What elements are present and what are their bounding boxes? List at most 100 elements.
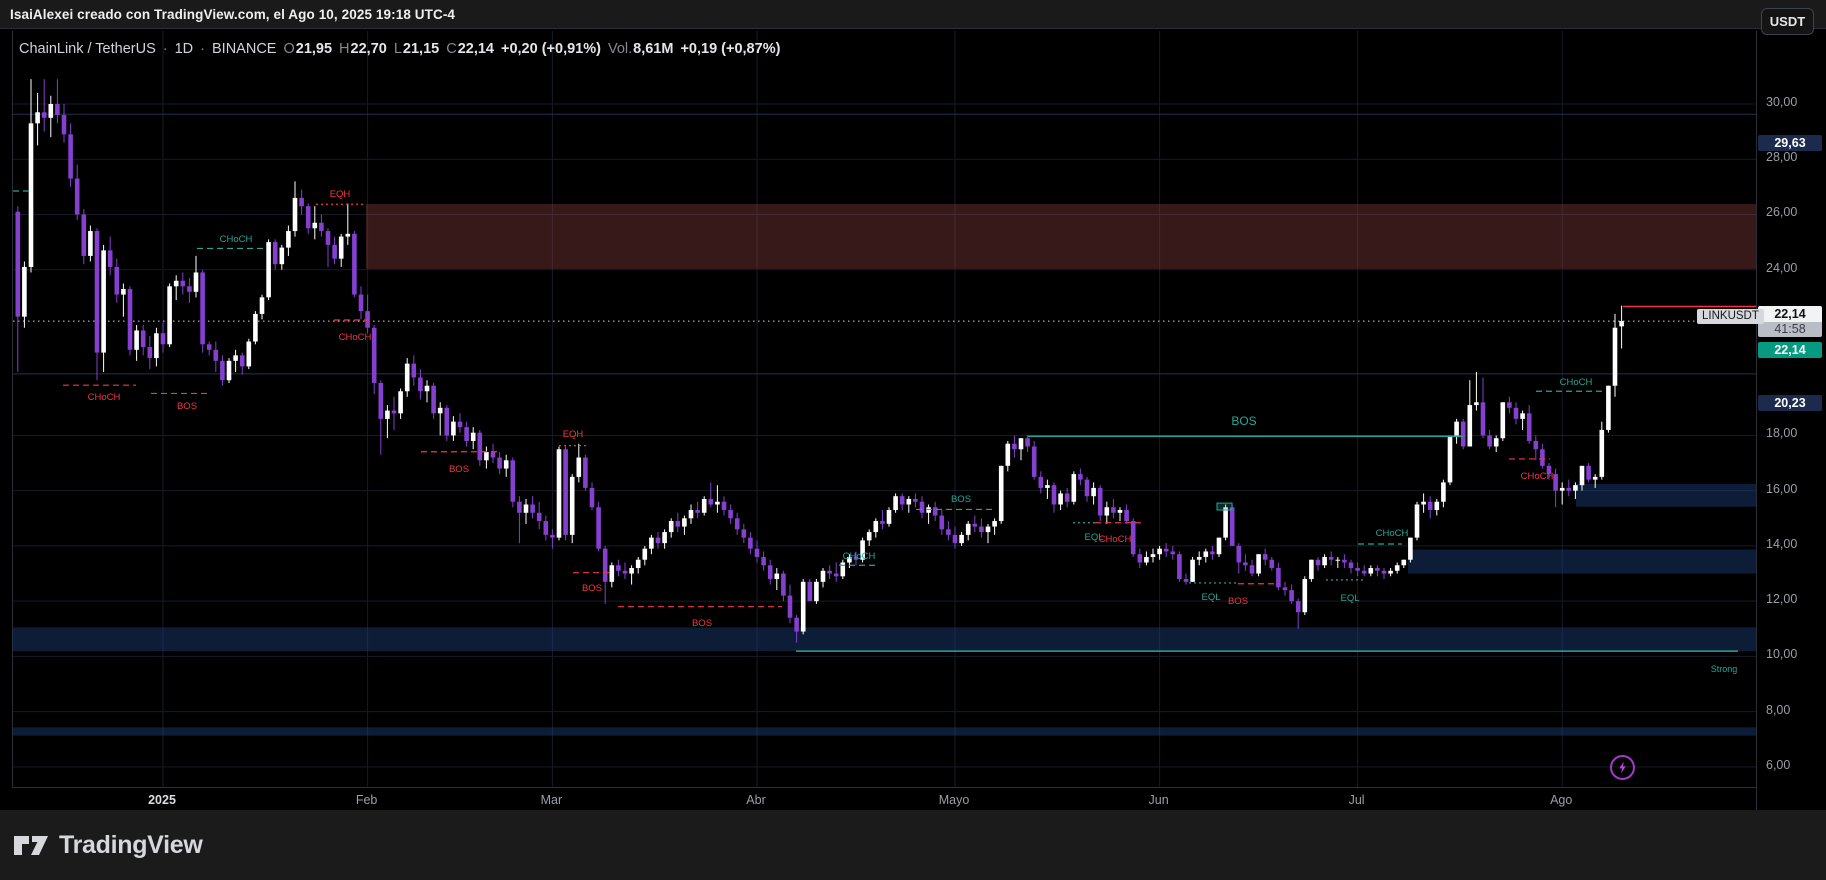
- candle-up: [233, 355, 238, 361]
- price-tick-12: 12,00: [1766, 592, 1798, 607]
- separator: ·: [200, 41, 205, 57]
- candle-up: [1203, 551, 1209, 557]
- structure-label-choch: CHoCH: [1521, 471, 1554, 482]
- candle-down: [596, 507, 601, 549]
- candle-down: [939, 515, 945, 530]
- candle-up: [682, 518, 687, 527]
- exchange: BINANCE: [212, 41, 277, 57]
- candle-down: [1130, 521, 1136, 555]
- candle-up: [193, 272, 199, 292]
- candle-up: [1520, 413, 1525, 419]
- candle-down: [767, 565, 773, 580]
- structure-label-choch: CHoCH: [1376, 528, 1409, 539]
- candle-up: [715, 501, 720, 505]
- candle-down: [1507, 402, 1512, 408]
- time-label-2025: 2025: [148, 793, 176, 807]
- candle-up: [286, 231, 291, 248]
- candle-down: [1381, 570, 1387, 574]
- candle-down: [1078, 474, 1083, 480]
- candle-up: [873, 521, 879, 533]
- currency-toggle-button[interactable]: USDT: [1761, 8, 1814, 35]
- price-change: +0,20 (+0,91%): [500, 41, 601, 57]
- candle-down: [1566, 487, 1572, 491]
- candle-down: [622, 570, 628, 574]
- candle-up: [28, 123, 34, 267]
- candle-up: [253, 313, 258, 342]
- candle-up: [484, 452, 489, 461]
- demand-zone: [13, 627, 1757, 652]
- structure-label-choch: CHoCH: [843, 551, 876, 562]
- demand-zone: [1408, 549, 1757, 574]
- candle-up: [1619, 321, 1624, 327]
- tradingview-logo-text: TradingView: [59, 830, 203, 859]
- time-axis[interactable]: 2025 Feb Mar Abr Mayo Jun Jul Ago: [12, 787, 1756, 811]
- candle-up: [965, 523, 971, 535]
- ohlc-high: H 22,70: [339, 41, 387, 57]
- volume-change: +0,19 (+0,87%): [680, 41, 781, 57]
- tradingview-logo[interactable]: TradingView: [13, 831, 203, 860]
- chart-area[interactable]: ChainLink / TetherUS · 1D · BINANCE O 21,…: [0, 28, 1826, 811]
- candle-down: [114, 266, 120, 295]
- candle-up: [48, 104, 54, 118]
- candle-down: [675, 521, 681, 527]
- candle-up: [1157, 548, 1162, 555]
- candle-up: [642, 548, 648, 560]
- candle-up: [998, 465, 1004, 522]
- candle-down: [187, 286, 192, 292]
- candle-up: [992, 521, 997, 527]
- structure-label-choch: CHoCH: [88, 392, 121, 403]
- candle-down: [477, 432, 483, 461]
- candle-down: [319, 222, 324, 232]
- candle-up: [88, 231, 93, 256]
- symbol-price-tag: LINKUSDT: [1697, 309, 1764, 324]
- candle-down: [1064, 493, 1070, 502]
- candle-up: [121, 289, 126, 295]
- candle-down: [1051, 485, 1057, 505]
- candle-up: [1467, 405, 1473, 447]
- structure-label-eql: EQL: [1201, 592, 1220, 603]
- timeframe[interactable]: 1D: [174, 41, 194, 57]
- ohlc-open: O 21,95: [283, 41, 333, 57]
- candle-down: [748, 537, 753, 549]
- price-axis[interactable]: 29,63 22,14 41:58 22,14 20,23 30,00 28,00…: [1756, 31, 1826, 811]
- candle-down: [352, 233, 357, 295]
- attribution-bar: IsaiAlexei creado con TradingView.com, e…: [0, 0, 1826, 28]
- time-label-abr: Abr: [746, 793, 766, 807]
- symbol-name[interactable]: ChainLink / TetherUS: [19, 41, 156, 57]
- candle-up: [847, 556, 852, 563]
- lightning-icon[interactable]: [1610, 755, 1635, 780]
- candle-down: [1025, 438, 1030, 447]
- candle-down: [543, 521, 549, 535]
- candle-down: [1262, 554, 1268, 560]
- candle-down: [371, 327, 377, 383]
- candle-down: [761, 556, 766, 566]
- candle-down: [444, 407, 450, 436]
- candle-up: [1196, 556, 1202, 560]
- price-tick-16: 16,00: [1766, 481, 1798, 496]
- candle-down: [107, 250, 113, 267]
- candle-down: [734, 518, 740, 530]
- attribution-text: IsaiAlexei creado con TradingView.com, e…: [10, 6, 456, 22]
- candle-down: [378, 382, 384, 419]
- candle-up: [101, 250, 106, 353]
- candle-down: [589, 487, 595, 508]
- candlestick-chart[interactable]: CHoCH BOS CHoCH EQH CHoCH BOS EQH BOS BOS CHoCH BO…: [13, 31, 1757, 787]
- price-pane[interactable]: CHoCH BOS CHoCH EQH CHoCH BOS EQH BOS BOS CHoCH BO…: [12, 31, 1757, 787]
- candle-up: [1018, 438, 1024, 450]
- candle-down: [160, 333, 166, 345]
- candle-down: [74, 178, 80, 215]
- candle-up: [774, 573, 780, 580]
- candle-up: [1388, 570, 1393, 574]
- candle-up: [1474, 402, 1479, 406]
- candle-down: [1229, 507, 1235, 546]
- candle-up: [470, 432, 476, 441]
- candle-down: [1328, 556, 1334, 560]
- candle-up: [800, 581, 806, 632]
- structure-label-strong: Strong: [1711, 664, 1738, 674]
- candle-down: [1163, 548, 1169, 552]
- candle-down: [81, 214, 87, 256]
- tradingview-logo-icon: [14, 835, 48, 855]
- candle-up: [385, 410, 390, 419]
- ohlc-low: L 21,15: [393, 41, 440, 57]
- price-tick-24: 24,00: [1766, 260, 1798, 275]
